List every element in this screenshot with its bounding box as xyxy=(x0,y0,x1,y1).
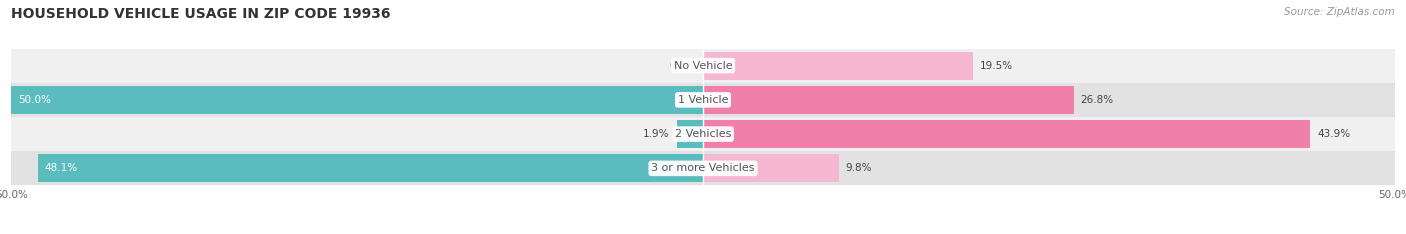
Text: 9.8%: 9.8% xyxy=(845,163,872,173)
Bar xyxy=(676,120,703,148)
Bar xyxy=(703,51,973,80)
Bar xyxy=(38,154,703,183)
Text: 26.8%: 26.8% xyxy=(1081,95,1114,105)
Text: 2 Vehicles: 2 Vehicles xyxy=(675,129,731,139)
Text: 1 Vehicle: 1 Vehicle xyxy=(678,95,728,105)
Text: Source: ZipAtlas.com: Source: ZipAtlas.com xyxy=(1284,7,1395,17)
Bar xyxy=(11,151,1395,186)
Bar xyxy=(703,120,1310,148)
Bar xyxy=(703,154,838,183)
Text: 48.1%: 48.1% xyxy=(45,163,77,173)
Text: 19.5%: 19.5% xyxy=(980,61,1012,71)
Bar xyxy=(11,48,1395,83)
Bar xyxy=(11,117,1395,151)
Text: 43.9%: 43.9% xyxy=(1317,129,1350,139)
Text: No Vehicle: No Vehicle xyxy=(673,61,733,71)
Bar xyxy=(11,83,1395,117)
Text: 50.0%: 50.0% xyxy=(18,95,51,105)
Text: 1.9%: 1.9% xyxy=(644,129,669,139)
Text: 3 or more Vehicles: 3 or more Vehicles xyxy=(651,163,755,173)
Text: 0.0%: 0.0% xyxy=(669,61,696,71)
Bar xyxy=(11,86,703,114)
Text: HOUSEHOLD VEHICLE USAGE IN ZIP CODE 19936: HOUSEHOLD VEHICLE USAGE IN ZIP CODE 1993… xyxy=(11,7,391,21)
Bar xyxy=(703,86,1074,114)
